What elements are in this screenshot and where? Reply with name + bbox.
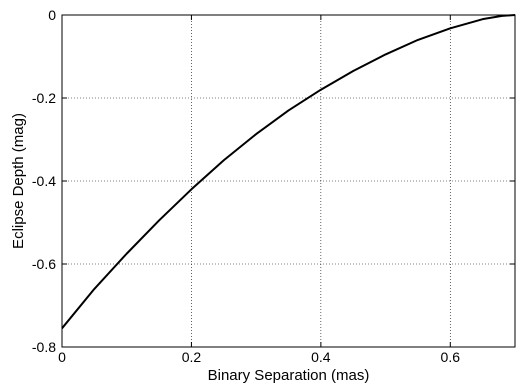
y-tick-label: -0.6 xyxy=(32,256,56,272)
y-tick-label: -0.8 xyxy=(32,339,56,355)
x-tick-label: 0 xyxy=(58,349,66,365)
y-axis-title: Eclipse Depth (mag) xyxy=(10,113,27,249)
x-tick-label: 0.4 xyxy=(311,349,331,365)
grid-lines xyxy=(62,15,515,347)
y-tick-label: -0.2 xyxy=(32,90,56,106)
x-tick-label: 0.2 xyxy=(182,349,202,365)
y-tick-label: -0.4 xyxy=(32,173,56,189)
axis-ticks: 0 0.2 0.4 0.6 0 -0.2 -0.4 -0.6 -0.8 xyxy=(32,7,515,365)
y-tick-label: 0 xyxy=(48,7,56,23)
x-axis-title: Binary Separation (mas) xyxy=(208,367,370,384)
plot-frame xyxy=(61,14,516,348)
x-tick-label: 0.6 xyxy=(441,349,461,365)
series-layer xyxy=(61,14,516,329)
series-line-0 xyxy=(61,14,516,329)
